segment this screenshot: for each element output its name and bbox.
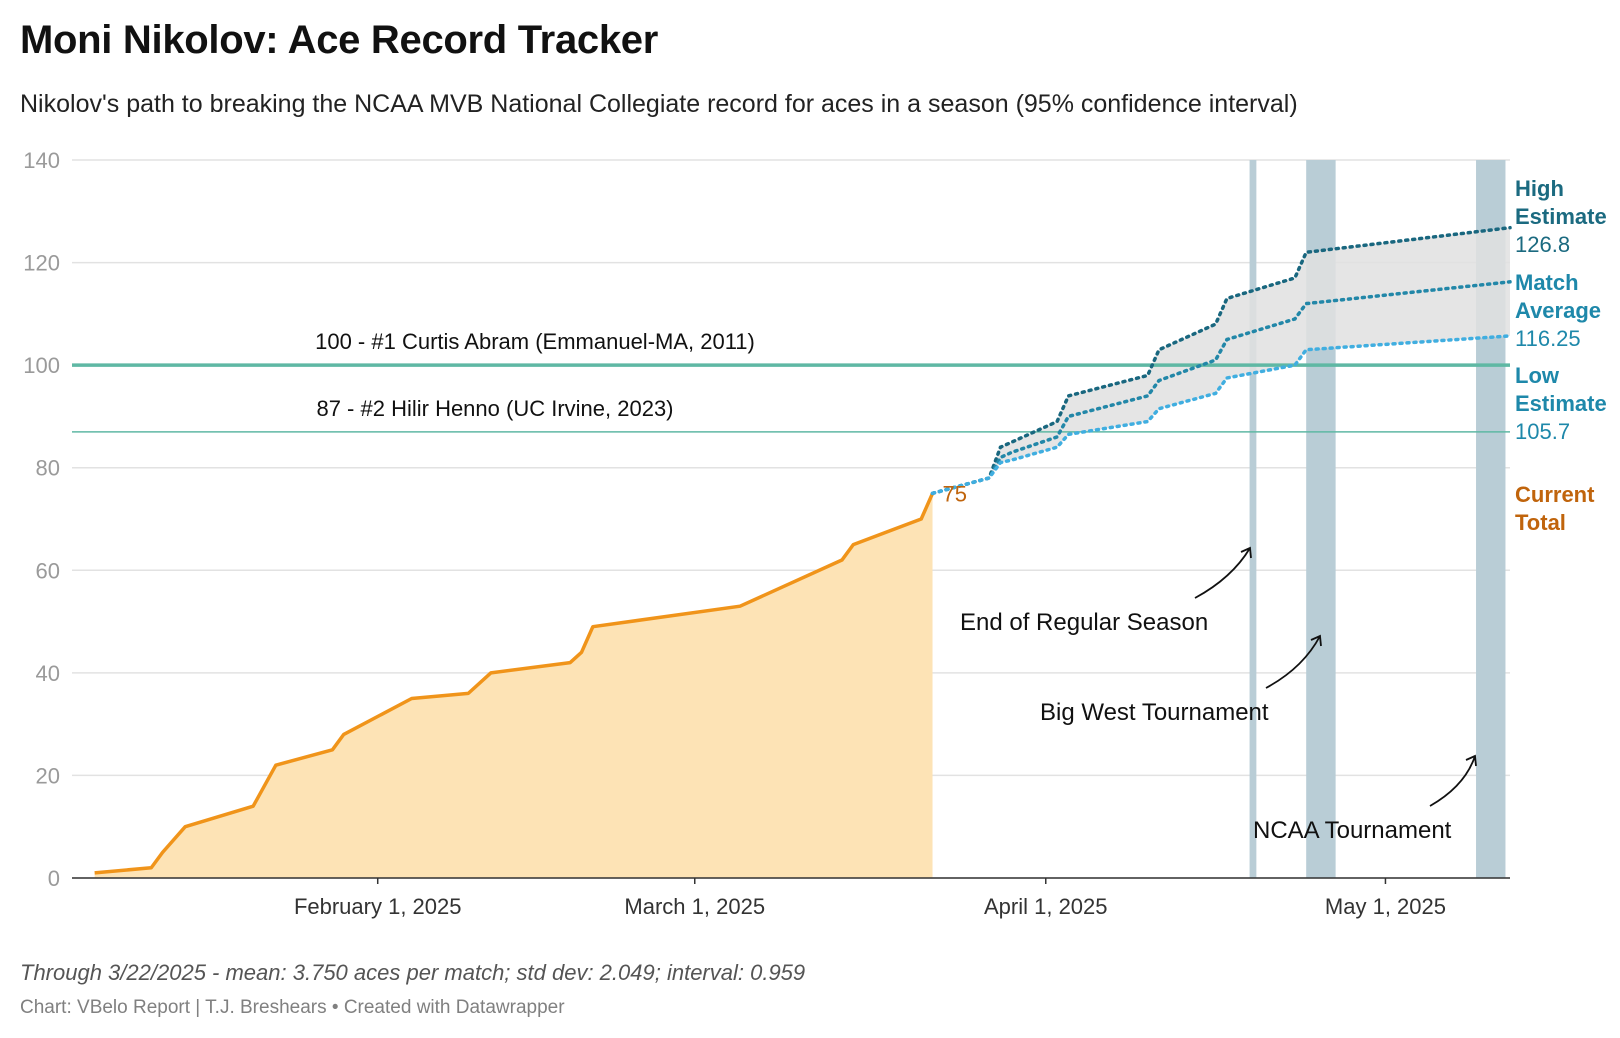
annotation-label: NCAA Tournament	[1253, 817, 1452, 844]
chart-credit: Chart: VBelo Report | T.J. Breshears • C…	[20, 997, 565, 1018]
projection-line-low-estimate	[930, 334, 1512, 496]
y-tick-label: 20	[36, 763, 60, 788]
chart-subtitle: Nikolov's path to breaking the NCAA MVB …	[20, 90, 1298, 118]
end-label-high-estimate: Estimate	[1515, 204, 1607, 229]
annotation-arrow	[1265, 635, 1321, 689]
annotation-arrowhead	[1240, 546, 1252, 559]
reference-label-87: 87 - #2 Hilir Henno (UC Irvine, 2023)	[316, 396, 673, 421]
y-tick-label: 120	[23, 251, 60, 276]
end-label-match-average: Match	[1515, 270, 1579, 295]
projection-line-match-average	[930, 280, 1512, 496]
current-total-value-label: 75	[943, 481, 967, 506]
band-end-of-regular-season	[1249, 160, 1257, 878]
annotation-arrow	[1194, 547, 1251, 599]
end-label-low-estimate: Estimate	[1515, 391, 1607, 416]
chart-title: Moni Nikolov: Ace Record Tracker	[20, 18, 658, 62]
y-tick-label: 40	[36, 661, 60, 686]
x-tick-label: May 1, 2025	[1325, 894, 1446, 919]
chart-notes: Through 3/22/2025 - mean: 3.750 aces per…	[20, 960, 806, 985]
annotation-label: End of Regular Season	[960, 609, 1208, 636]
current-total-line	[94, 492, 935, 875]
end-label-low-estimate: Low	[1515, 363, 1560, 388]
end-value-low-estimate: 105.7	[1515, 419, 1570, 444]
end-label-current-total: Total	[1515, 510, 1566, 535]
y-tick-label: 0	[48, 866, 60, 891]
reference-label-100: 100 - #1 Curtis Abram (Emmanuel-MA, 2011…	[315, 329, 755, 354]
y-tick-label: 100	[23, 353, 60, 378]
end-value-high-estimate: 126.8	[1515, 232, 1570, 257]
x-tick-label: April 1, 2025	[984, 894, 1108, 919]
end-label-current-total: Current	[1515, 482, 1595, 507]
confidence-band	[932, 227, 1510, 494]
x-tick-label: March 1, 2025	[624, 894, 765, 919]
annotation-arrowhead	[1310, 634, 1322, 647]
end-value-match-average: 116.25	[1515, 326, 1581, 351]
annotation-arrowhead	[1465, 754, 1477, 767]
x-tick-label: February 1, 2025	[294, 894, 462, 919]
y-tick-label: 140	[23, 148, 60, 173]
y-tick-label: 80	[36, 456, 60, 481]
y-tick-label: 60	[36, 558, 60, 583]
annotation-label: Big West Tournament	[1040, 699, 1269, 726]
end-label-match-average: Average	[1515, 298, 1601, 323]
end-label-high-estimate: High	[1515, 176, 1564, 201]
annotation-arrow	[1429, 755, 1476, 807]
current-total-area	[94, 493, 933, 878]
projection-line-high-estimate	[930, 225, 1512, 496]
